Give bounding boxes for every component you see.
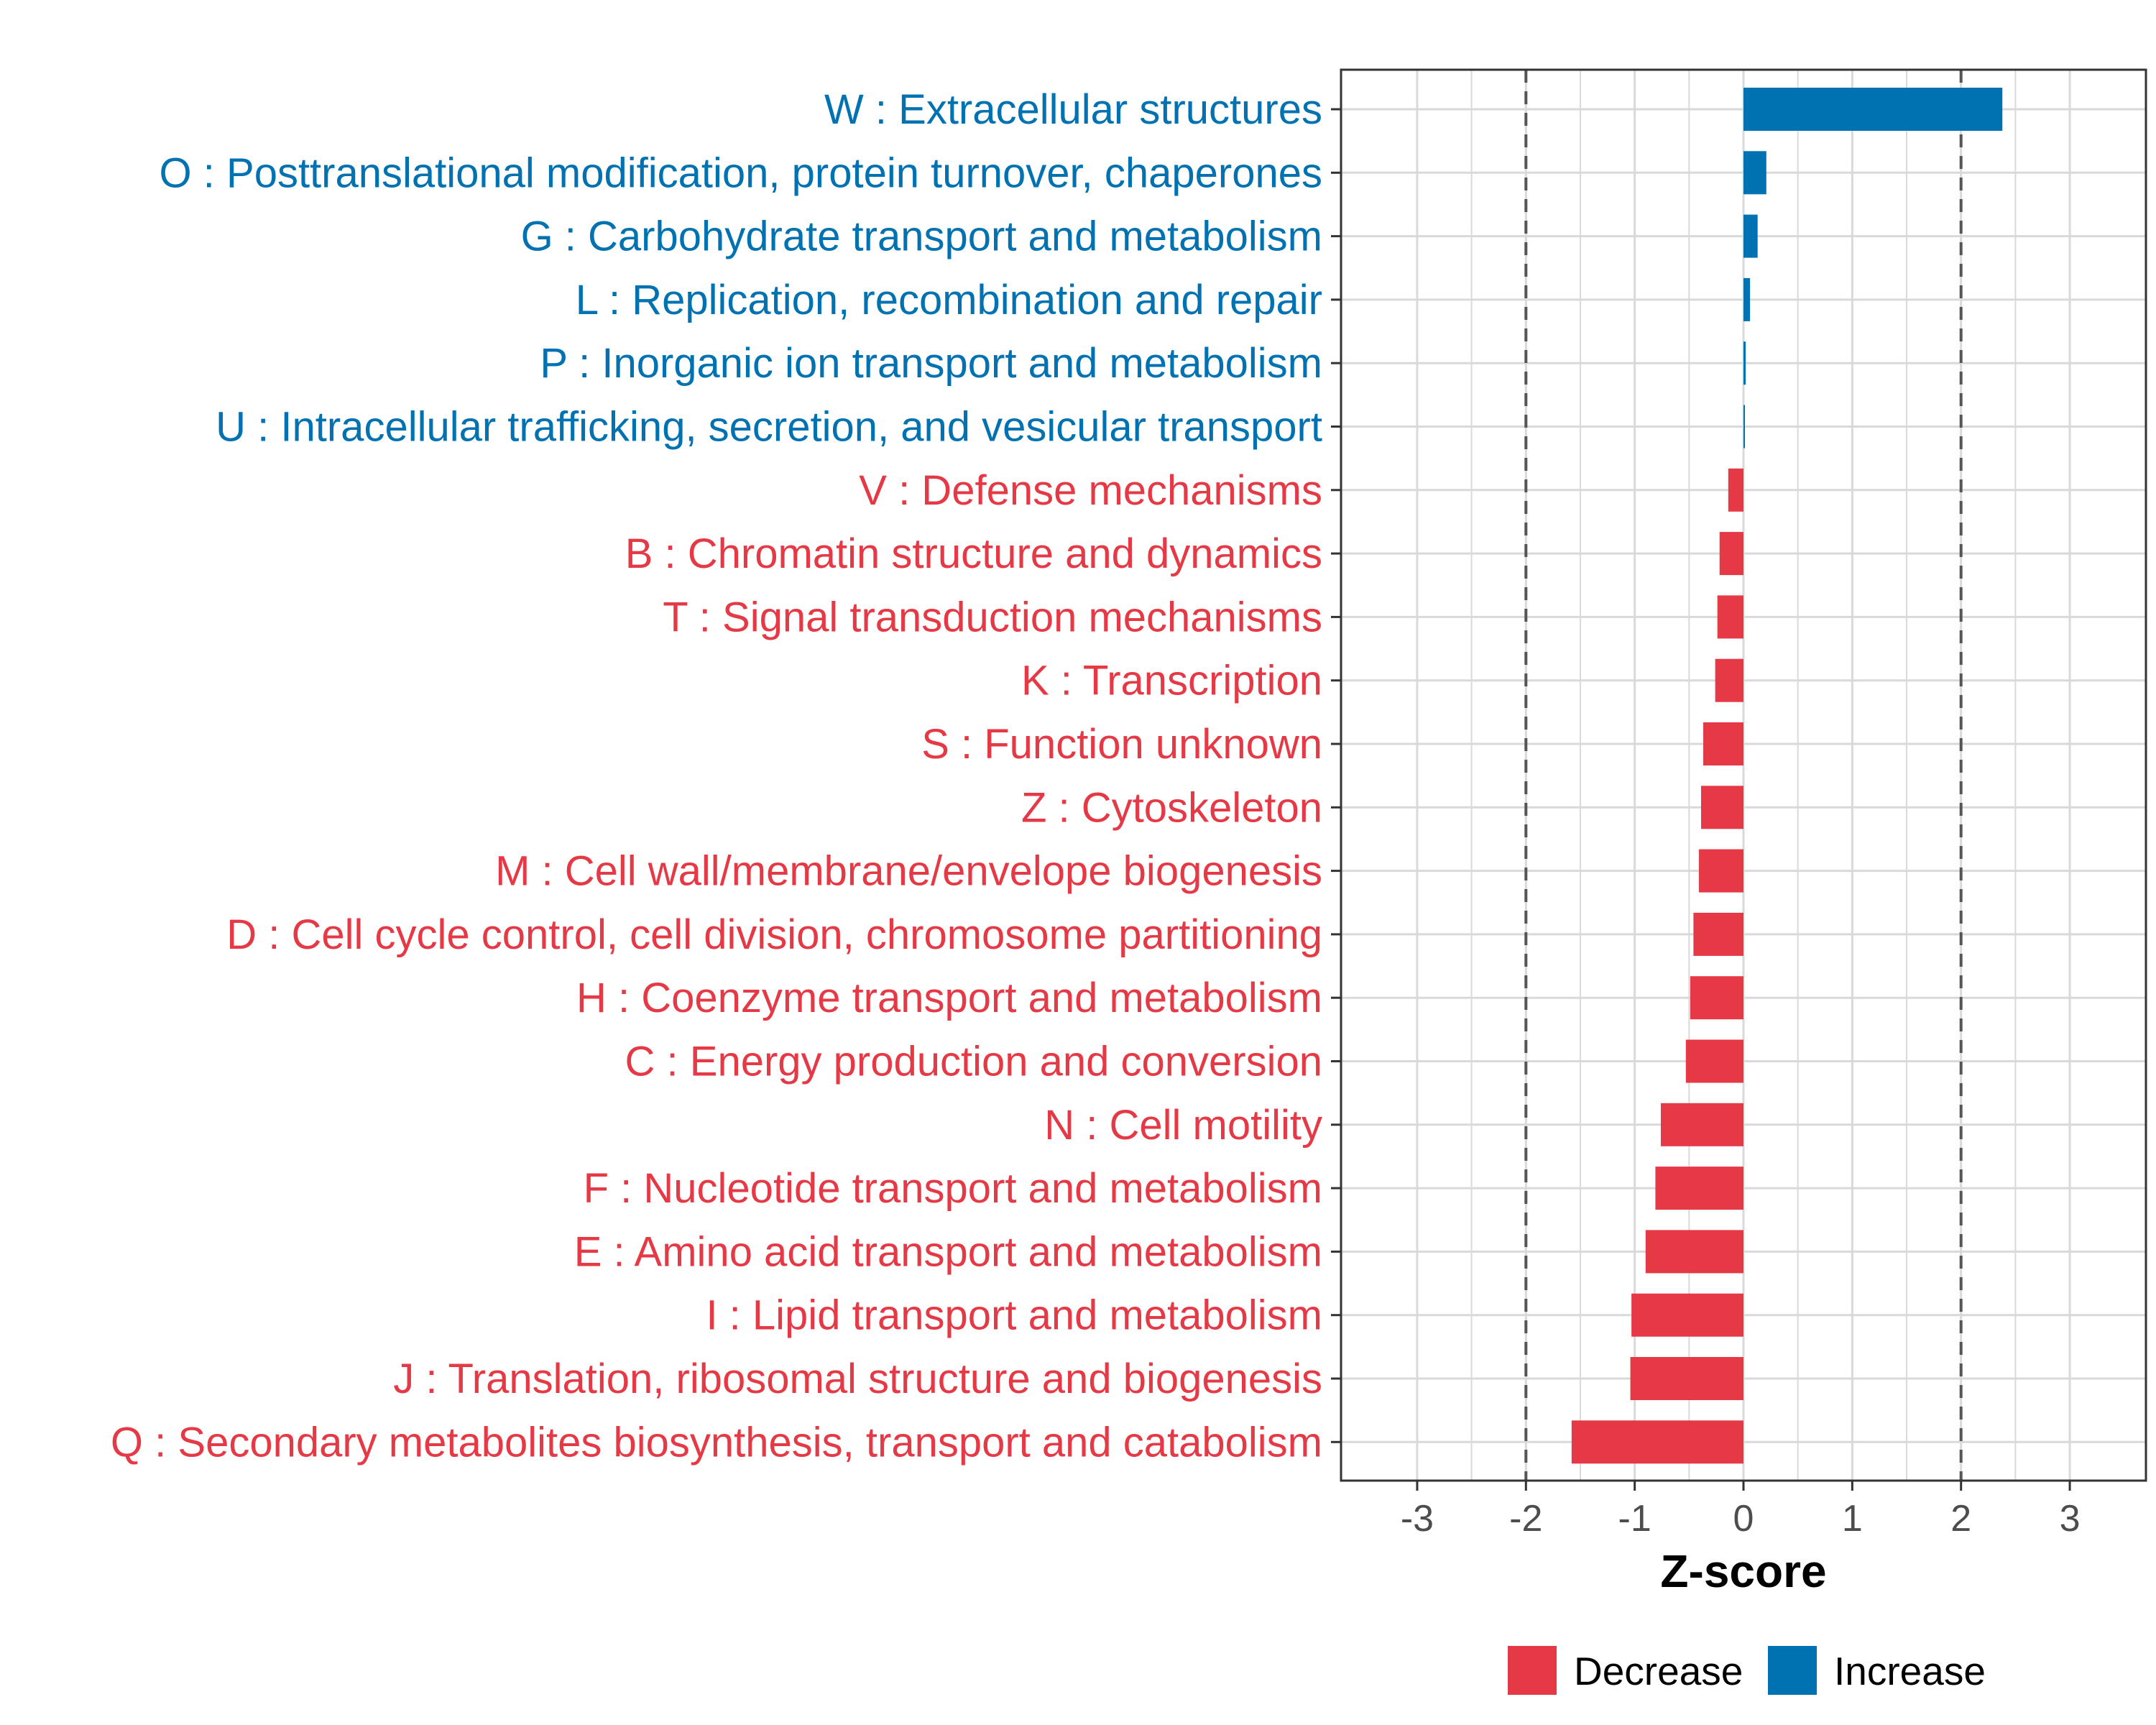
category-label: P : Inorganic ion transport and metaboli…	[540, 340, 1322, 387]
bar	[1690, 976, 1743, 1020]
bar	[1645, 1230, 1743, 1274]
x-tick-label: 0	[1733, 1498, 1754, 1540]
bar	[1743, 151, 1766, 195]
category-label: H : Coenzyme transport and metabolism	[576, 975, 1322, 1021]
category-label: T : Signal transduction mechanisms	[663, 594, 1322, 640]
legend-swatch-decrease	[1508, 1646, 1557, 1695]
category-label: N : Cell motility	[1044, 1102, 1322, 1149]
bar	[1743, 88, 2003, 131]
reference-lines	[1524, 70, 1963, 1481]
bars	[1571, 88, 2003, 1464]
bar	[1703, 722, 1743, 765]
category-label: V : Defense mechanisms	[859, 467, 1322, 514]
bar	[1693, 912, 1743, 956]
category-label: O : Posttranslational modification, prot…	[160, 150, 1322, 196]
bar	[1743, 214, 1758, 258]
category-label: F : Nucleotide transport and metabolism	[584, 1165, 1322, 1212]
y-axis-labels: W : Extracellular structures O : Posttran…	[111, 86, 1322, 1466]
category-label: K : Transcription	[1021, 658, 1322, 704]
legend-label-increase: Increase	[1834, 1649, 1986, 1693]
bar	[1719, 532, 1743, 576]
bar	[1743, 341, 1746, 385]
x-tick-label: 2	[1950, 1498, 1971, 1540]
legend: Decrease Increase	[1508, 1646, 1986, 1695]
bar	[1660, 1103, 1743, 1146]
bar	[1631, 1293, 1743, 1337]
bar	[1700, 786, 1743, 829]
x-axis-ticks: -3 -2 -1 0 1 2 3	[1401, 1481, 2081, 1540]
bar	[1655, 1167, 1743, 1210]
legend-label-decrease: Decrease	[1574, 1649, 1743, 1693]
category-label: M : Cell wall/membrane/envelope biogenes…	[495, 848, 1322, 895]
y-axis-ticks	[1331, 108, 1341, 1443]
bar	[1728, 468, 1743, 512]
x-tick-label: 3	[2060, 1498, 2081, 1540]
category-label: Z : Cytoskeleton	[1021, 784, 1322, 831]
category-label: E : Amino acid transport and metabolism	[574, 1228, 1322, 1275]
x-tick-label: -2	[1509, 1498, 1542, 1540]
x-tick-label: -1	[1618, 1498, 1651, 1540]
legend-swatch-increase	[1768, 1646, 1817, 1695]
category-label: D : Cell cycle control, cell division, c…	[226, 911, 1322, 958]
x-axis-title: Z-score	[1660, 1545, 1826, 1597]
bar	[1630, 1357, 1743, 1400]
category-label: S : Function unknown	[921, 721, 1322, 768]
category-label: B : Chromatin structure and dynamics	[625, 530, 1322, 577]
category-label: G : Carbohydrate transport and metabolis…	[521, 213, 1322, 260]
bar	[1717, 595, 1743, 639]
bar	[1715, 658, 1743, 702]
category-label: C : Energy production and conversion	[625, 1039, 1322, 1085]
category-label: U : Intracellular trafficking, secretion…	[216, 404, 1322, 451]
category-label: L : Replication, recombination and repai…	[576, 277, 1322, 323]
x-tick-label: 1	[1842, 1498, 1863, 1540]
category-label: J : Translation, ribosomal structure and…	[393, 1356, 1322, 1402]
category-label: Q : Secondary metabolites biosynthesis, …	[111, 1419, 1322, 1466]
bar	[1571, 1420, 1743, 1464]
bar	[1743, 277, 1751, 321]
x-tick-label: -3	[1401, 1498, 1434, 1540]
bar	[1698, 849, 1743, 893]
bar	[1685, 1039, 1743, 1083]
category-label: W : Extracellular structures	[824, 86, 1322, 133]
bar	[1743, 405, 1745, 448]
category-label: I : Lipid transport and metabolism	[706, 1292, 1322, 1339]
